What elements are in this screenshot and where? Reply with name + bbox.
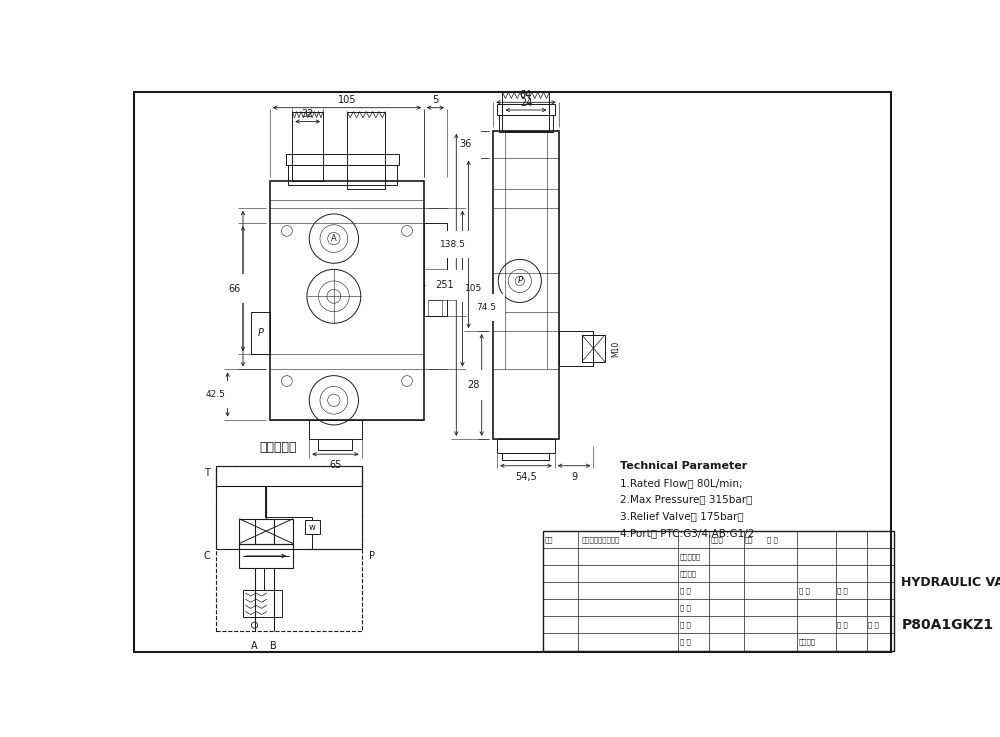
Text: 3.Relief Valve： 175bar；: 3.Relief Valve： 175bar；	[620, 511, 744, 522]
Bar	[497, 104, 555, 116]
Bar	[424, 223, 447, 315]
Bar	[428, 300, 442, 315]
Bar	[239, 544, 293, 568]
Text: 液压原理图: 液压原理图	[259, 441, 296, 454]
Bar	[309, 419, 362, 439]
Text: HYDRAULIC VALVE: HYDRAULIC VALVE	[901, 576, 1000, 589]
Text: 校 对: 校 对	[680, 587, 690, 594]
Text: P: P	[517, 276, 522, 285]
Text: 标记: 标记	[545, 537, 553, 543]
Bar	[347, 111, 385, 189]
Bar	[239, 519, 293, 544]
Bar	[502, 453, 549, 461]
Text: P: P	[258, 328, 264, 338]
Text: 24: 24	[520, 98, 532, 108]
Text: 设 计: 设 计	[680, 639, 690, 646]
Bar	[318, 439, 352, 450]
Text: 审 核: 审 核	[767, 537, 777, 543]
Bar	[582, 335, 605, 362]
Text: 74.5: 74.5	[476, 304, 496, 312]
Text: 更改人: 更改人	[710, 537, 723, 543]
Text: 251: 251	[435, 280, 454, 290]
Bar	[305, 520, 320, 534]
Text: –: –	[272, 645, 276, 652]
Text: A: A	[331, 234, 337, 243]
Text: B: B	[270, 640, 277, 651]
Text: 9: 9	[571, 472, 577, 482]
Text: 4.Port： PTC:G3/4;AB:G1/2: 4.Port： PTC:G3/4;AB:G1/2	[620, 528, 755, 539]
Text: T: T	[204, 469, 210, 478]
Text: 138.5: 138.5	[440, 240, 466, 249]
Text: 66: 66	[228, 284, 241, 293]
Text: 重 量: 重 量	[837, 622, 848, 628]
Bar	[251, 312, 270, 354]
Text: A: A	[251, 640, 258, 651]
Text: 2.Max Pressure： 315bar；: 2.Max Pressure： 315bar；	[620, 495, 753, 505]
Text: 制 图: 制 图	[680, 622, 690, 628]
Text: P80A1GKZ1: P80A1GKZ1	[901, 618, 993, 632]
Text: 标准化检查: 标准化检查	[680, 553, 701, 560]
Text: 日期: 日期	[745, 537, 754, 543]
Text: 36: 36	[459, 139, 472, 150]
Text: P: P	[369, 551, 375, 561]
Bar	[286, 154, 399, 165]
Bar	[493, 130, 559, 439]
Bar	[559, 331, 593, 366]
Text: 描 图: 描 图	[680, 604, 690, 611]
Text: Technical Parameter: Technical Parameter	[620, 461, 748, 471]
Text: 1.Rated Flow： 80L/min;: 1.Rated Flow： 80L/min;	[620, 478, 743, 488]
Bar	[292, 111, 323, 181]
Bar	[502, 92, 549, 130]
Text: 65: 65	[329, 461, 342, 470]
Text: 28: 28	[467, 380, 479, 390]
Text: 54,5: 54,5	[515, 472, 537, 482]
Bar	[288, 165, 397, 185]
Bar	[216, 466, 362, 632]
Bar	[497, 439, 555, 453]
Text: 105: 105	[465, 284, 482, 293]
Text: 5: 5	[432, 95, 439, 105]
Text: w: w	[309, 523, 316, 532]
Text: 42.5: 42.5	[205, 390, 225, 399]
Text: 图样标记: 图样标记	[799, 639, 816, 646]
Bar	[543, 531, 894, 651]
Bar	[499, 116, 553, 133]
Text: 32: 32	[301, 109, 314, 119]
Text: 105: 105	[338, 95, 356, 105]
Text: 比 例: 比 例	[868, 622, 879, 628]
Text: 更改内容或说明依据: 更改内容或说明依据	[582, 537, 620, 543]
Text: 64: 64	[520, 90, 532, 100]
Text: 第 集: 第 集	[837, 587, 848, 594]
Text: M10: M10	[611, 340, 620, 357]
Bar	[270, 181, 424, 419]
Text: 共 集: 共 集	[799, 587, 810, 594]
Bar	[243, 590, 282, 617]
Text: 37: 37	[228, 284, 241, 293]
Text: C: C	[203, 551, 210, 561]
Text: 工艺检查: 工艺检查	[680, 570, 697, 577]
